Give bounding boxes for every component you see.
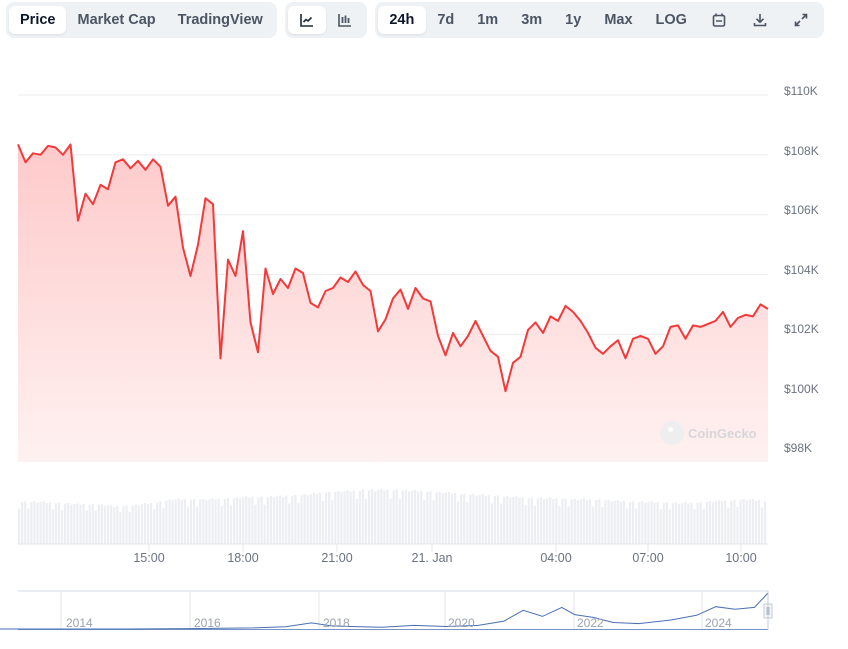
y-tick-label: $102K: [784, 322, 819, 336]
tab-tradingview[interactable]: TradingView: [177, 12, 263, 28]
navigator-year-label: 2014: [66, 616, 93, 630]
coingecko-logo-icon: [660, 421, 684, 445]
x-tick-label: 18:00: [227, 551, 259, 565]
x-tick-label: 21:00: [321, 551, 353, 565]
calendar-icon: [712, 13, 726, 27]
log-scale-toggle[interactable]: LOG: [655, 12, 687, 28]
view-tab-group: Price Market Cap TradingView: [6, 2, 277, 38]
range-1m[interactable]: 1m: [477, 12, 499, 28]
navigator-year-label: 2018: [323, 616, 350, 630]
navigator-year-label: 2024: [705, 616, 732, 630]
tab-price[interactable]: Price: [9, 6, 67, 34]
range-24h[interactable]: 24h: [377, 6, 426, 34]
y-tick-label: $104K: [784, 263, 819, 277]
candlestick-chart-button[interactable]: [326, 6, 364, 34]
line-chart-icon: [300, 14, 313, 27]
expand-icon: [794, 13, 808, 27]
coingecko-watermark: CoinGecko: [660, 421, 757, 445]
price-chart[interactable]: $110K $108K $106K $104K $102K $100K $98K…: [0, 40, 848, 649]
x-tick-label: 21. Jan: [411, 551, 453, 565]
volume-bars: [18, 489, 767, 544]
y-tick-label: $98K: [784, 441, 813, 455]
navigator-year-label: 2020: [448, 616, 475, 630]
date-range-button[interactable]: [698, 6, 739, 34]
range-3m[interactable]: 3m: [521, 12, 543, 28]
range-7d[interactable]: 7d: [437, 12, 455, 28]
download-button[interactable]: [739, 6, 780, 34]
x-tick-marks: [148, 544, 742, 552]
line-chart-button[interactable]: [287, 6, 326, 34]
y-tick-label: $106K: [784, 203, 819, 217]
x-tick-label: 10:00: [725, 551, 757, 565]
y-tick-label: $108K: [784, 144, 819, 158]
tab-market-cap[interactable]: Market Cap: [77, 12, 156, 28]
x-tick-label: 07:00: [632, 551, 664, 565]
price-chart-canvas: [0, 94, 773, 630]
x-tick-label: 04:00: [540, 551, 572, 565]
download-icon: [753, 14, 767, 27]
price-line: [17, 143, 769, 393]
watermark-text: CoinGecko: [688, 425, 757, 441]
range-1y[interactable]: 1y: [565, 12, 582, 28]
x-tick-label: 15:00: [133, 551, 165, 565]
chart-toolbar: Price Market Cap TradingView 24h 7d 1m 3…: [6, 2, 848, 38]
range-max[interactable]: Max: [604, 12, 633, 28]
fullscreen-button[interactable]: [780, 6, 821, 34]
time-range-group: 24h 7d 1m 3m 1y Max LOG: [374, 2, 825, 38]
navigator-year-label: 2016: [194, 616, 221, 630]
y-tick-label: $110K: [784, 84, 818, 98]
chart-type-group: [284, 2, 367, 38]
navigator[interactable]: [0, 590, 773, 630]
price-area-fill: [18, 144, 768, 463]
y-tick-label: $100K: [784, 382, 819, 396]
candlestick-chart-icon: [338, 14, 351, 27]
navigator-year-label: 2022: [577, 616, 604, 630]
